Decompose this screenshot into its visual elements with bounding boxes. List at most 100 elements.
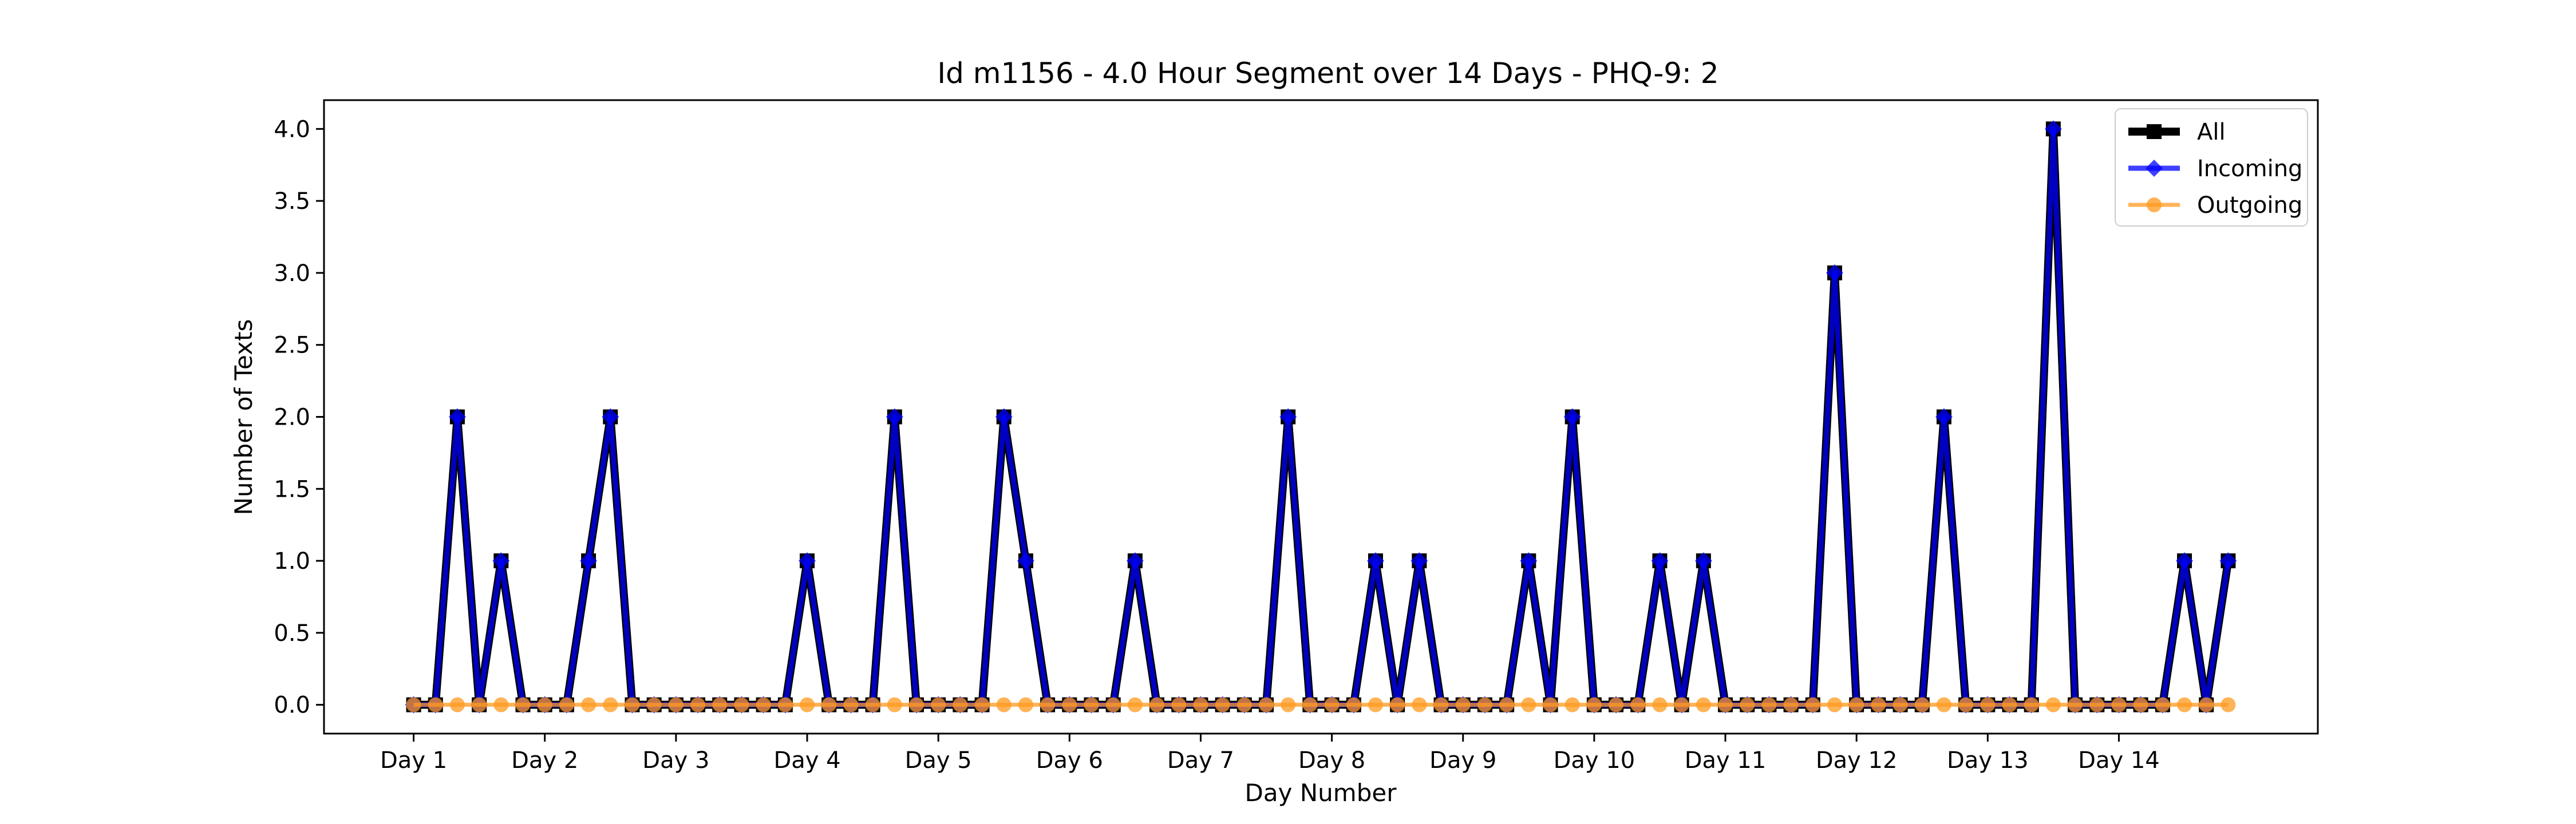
data-point-square [2147,124,2162,139]
data-point-circle [1871,697,1886,712]
data-point-circle [2147,197,2162,212]
data-point-circle [1936,697,1951,712]
data-point-circle [1390,697,1405,712]
data-point-circle [1652,697,1668,712]
data-point-circle [1521,697,1536,712]
y-axis: 0.0 0.5 1.0 1.5 2.0 2.5 3.0 3.5 4.0 [274,116,324,719]
x-tick-label: Day 9 [1429,747,1496,774]
data-point-circle [974,697,990,712]
x-axis-label: Day Number [1244,779,1397,807]
data-point-circle [1696,697,1711,712]
data-point-circle [1084,697,1099,712]
x-tick-label: Day 10 [1554,747,1635,774]
data-point-circle [406,697,421,712]
data-point-circle [668,697,683,712]
data-point-diamond [2044,120,2062,138]
data-point-circle [1805,697,1820,712]
data-point-diamond [448,408,466,426]
data-point-circle [1149,697,1165,712]
data-point-diamond [2146,160,2163,177]
data-point-circle [821,697,837,712]
data-point-circle [1368,697,1383,712]
x-tick-label: Day 14 [2078,747,2160,774]
y-tick-label: 3.5 [274,188,310,215]
data-point-circle [2068,697,2083,712]
data-point-circle [2111,697,2127,712]
y-tick-label: 1.0 [274,548,310,575]
data-point-diamond [886,408,903,426]
data-point-circle [777,697,793,712]
data-point-circle [2199,697,2214,712]
data-point-circle [581,697,596,712]
data-point-diamond [1520,552,1538,570]
data-point-circle [1455,697,1471,712]
data-point-circle [800,697,815,712]
x-tick-label: Day 3 [642,747,709,774]
data-point-circle [1849,697,1864,712]
data-point-circle [996,697,1012,712]
data-point-circle [1433,697,1449,712]
data-point-circle [1609,697,1624,712]
data-point-circle [2133,697,2148,712]
y-tick-label: 1.5 [274,476,310,502]
y-tick-label: 2.0 [274,405,310,431]
data-point-circle [1193,697,1208,712]
data-point-circle [1346,697,1361,712]
x-tick-label: Day 11 [1685,747,1767,774]
data-point-circle [472,697,487,712]
data-point-circle [1215,697,1230,712]
data-point-circle [2045,697,2061,712]
y-tick-label: 0.5 [274,620,310,647]
data-point-circle [1914,697,1930,712]
x-tick-label: Day 13 [1947,747,2029,774]
data-point-circle [1674,697,1689,712]
data-point-circle [712,697,728,712]
y-tick-label: 3.0 [274,260,310,287]
series-outgoing [406,697,2236,712]
data-point-circle [1630,697,1646,712]
legend-label-all: All [2197,119,2226,145]
data-point-circle [1018,697,1033,712]
data-point-circle [843,697,859,712]
data-point-circle [428,697,443,712]
legend-label-incoming: Incoming [2197,156,2302,182]
data-point-circle [1302,697,1318,712]
data-point-circle [1062,697,1077,712]
data-point-diamond [492,552,510,570]
data-point-circle [887,697,902,712]
x-tick-label: Day 12 [1816,747,1898,774]
series-layer [405,120,2237,714]
x-axis: Day 1 Day 2 Day 3 Day 4 Day 5 Day 6 Day 7 Day 8… [380,734,2160,774]
data-point-circle [1236,697,1252,712]
x-tick-label: Day 8 [1298,747,1365,774]
data-point-circle [2002,697,2017,712]
data-point-diamond [1563,408,1581,426]
data-point-circle [1324,697,1340,712]
data-point-diamond [1126,552,1144,570]
y-tick-label: 2.5 [274,332,310,359]
data-point-circle [1543,697,1558,712]
data-point-circle [1477,697,1492,712]
y-axis-label: Number of Texts [230,319,258,516]
data-point-circle [1499,697,1515,712]
data-point-diamond [602,408,619,426]
data-point-circle [908,697,924,712]
data-point-circle [1564,697,1580,712]
data-point-circle [2024,697,2039,712]
legend: All Incoming Outgoing [2115,108,2308,227]
data-point-circle [2089,697,2105,712]
data-point-diamond [1017,552,1034,570]
data-point-circle [690,697,706,712]
data-point-diamond [995,408,1013,426]
data-point-circle [734,697,749,712]
legend-label-outgoing: Outgoing [2197,192,2302,219]
data-point-diamond [2176,552,2194,570]
x-tick-label: Day 7 [1167,747,1234,774]
data-point-circle [1127,697,1143,712]
data-point-circle [1105,697,1121,712]
data-point-circle [625,697,640,712]
x-tick-label: Day 5 [905,747,972,774]
data-point-circle [865,697,880,712]
data-point-circle [537,697,552,712]
data-point-circle [2155,697,2170,712]
